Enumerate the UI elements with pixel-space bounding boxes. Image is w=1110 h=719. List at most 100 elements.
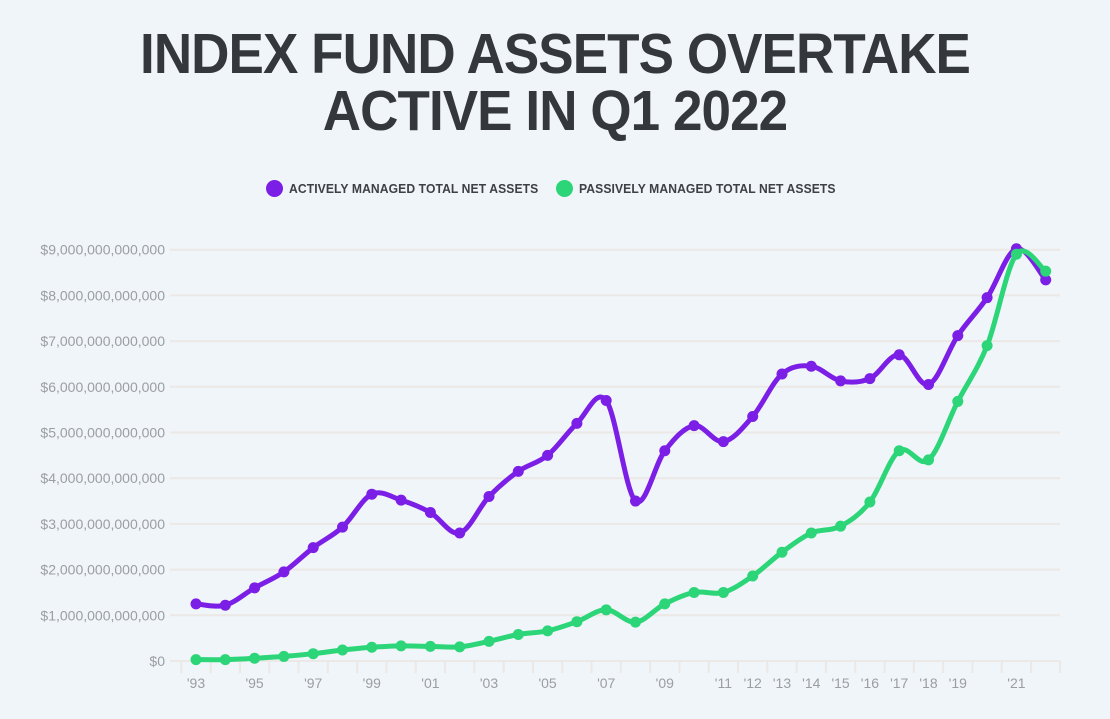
passive-series-point — [190, 654, 202, 666]
active-series-point — [249, 582, 261, 594]
x-axis-tick-label: '99 — [363, 675, 381, 691]
x-axis-tick-label: '18 — [919, 675, 937, 691]
passive-series-point — [747, 570, 759, 582]
active-series-point — [483, 490, 495, 502]
y-axis-tick-label: $1,000,000,000,000 — [40, 607, 165, 623]
y-axis-tick-label: $6,000,000,000,000 — [40, 379, 165, 395]
active-series-point — [659, 445, 671, 457]
passive-series-point — [805, 527, 817, 539]
active-series-point — [835, 375, 847, 387]
passive-series-point — [395, 640, 407, 652]
active-series-line — [193, 246, 1049, 609]
passive-series-point — [542, 625, 554, 637]
active-series-point — [512, 465, 524, 477]
x-axis-tick-label: '07 — [597, 675, 615, 691]
active-series-point — [278, 566, 290, 578]
active-series-point — [776, 368, 788, 380]
passive-series-point — [600, 604, 612, 616]
passive-series-point — [688, 586, 700, 598]
passive-series-point — [219, 654, 231, 666]
legend-item-passive: PASSIVELY MANAGED TOTAL NET ASSETS — [556, 180, 844, 197]
y-axis-tick-label: $9,000,000,000,000 — [40, 242, 165, 258]
passive-series-dot-icon — [556, 180, 574, 197]
passive-series-point — [630, 616, 641, 628]
active-series-point — [307, 542, 319, 554]
passive-series-point — [512, 628, 524, 640]
passive-series-point — [307, 648, 319, 660]
active-series-point — [1040, 274, 1052, 286]
x-axis-tick-label: '13 — [773, 675, 791, 691]
active-series-point — [864, 373, 876, 385]
x-axis-tick-label: '97 — [304, 675, 322, 691]
x-axis-tick-label: '14 — [802, 675, 820, 691]
y-axis-tick-label: $5,000,000,000,000 — [40, 425, 165, 441]
y-axis-tick-label: $2,000,000,000,000 — [40, 562, 165, 578]
legend-item-active: ACTIVELY MANAGED TOTAL NET ASSETS — [266, 180, 546, 197]
active-series-point — [981, 292, 993, 304]
legend-label-passive: PASSIVELY MANAGED TOTAL NET ASSETS — [579, 181, 836, 196]
active-series-point — [219, 599, 231, 611]
x-axis-tick-label: '05 — [538, 675, 556, 691]
active-series-point — [454, 527, 466, 539]
active-series-point — [337, 521, 348, 533]
x-axis-tick-label: '12 — [744, 675, 762, 691]
passive-series-point — [659, 598, 671, 610]
y-axis-tick-label: $8,000,000,000,000 — [40, 287, 165, 303]
active-series-point — [424, 506, 436, 518]
active-series-point — [952, 330, 964, 342]
active-series-point — [747, 411, 759, 423]
x-axis-tick-label: '03 — [480, 675, 498, 691]
title-line-1: INDEX FUND ASSETS OVERTAKE — [140, 22, 971, 86]
active-series-point — [366, 488, 378, 500]
passive-series-point — [717, 586, 729, 598]
active-series-point — [717, 436, 729, 448]
legend-label-active: ACTIVELY MANAGED TOTAL NET ASSETS — [289, 181, 539, 196]
passive-series-point — [337, 644, 348, 656]
passive-series-point — [366, 641, 378, 653]
active-series-point — [600, 395, 612, 407]
x-axis-tick-label: '21 — [1007, 675, 1025, 691]
x-axis-tick-label: '09 — [656, 675, 674, 691]
active-series-dot-icon — [266, 180, 284, 197]
active-series-point — [190, 598, 202, 610]
active-series-point — [542, 449, 554, 461]
x-axis-tick-label: '01 — [421, 675, 439, 691]
passive-series-point — [483, 635, 495, 647]
passive-series-point — [278, 650, 290, 662]
y-axis-tick-label: $0 — [149, 653, 165, 669]
active-series-point — [688, 420, 700, 432]
active-series-point — [923, 379, 934, 391]
y-axis-tick-label: $4,000,000,000,000 — [40, 470, 165, 486]
x-axis-tick-label: '93 — [187, 675, 205, 691]
passive-series-point — [249, 652, 261, 664]
passive-series-point — [923, 454, 934, 466]
legend: ACTIVELY MANAGED TOTAL NET ASSETS PASSIV… — [0, 180, 1110, 197]
passive-series-point — [424, 640, 436, 652]
active-series-point — [893, 349, 905, 361]
passive-series-point — [981, 340, 993, 352]
passive-series-point — [893, 445, 905, 457]
passive-series-point — [1010, 248, 1022, 260]
passive-series-point — [776, 546, 788, 558]
passive-series-point — [835, 520, 847, 532]
passive-series-point — [864, 496, 876, 508]
active-series-point — [395, 494, 407, 506]
page-title: INDEX FUND ASSETS OVERTAKE ACTIVE IN Q1 … — [39, 26, 1071, 140]
active-series-point — [630, 495, 641, 507]
x-axis-tick-label: '11 — [715, 675, 732, 691]
y-axis-tick-label: $7,000,000,000,000 — [40, 333, 165, 349]
x-axis-tick-label: '19 — [949, 675, 967, 691]
passive-series-point — [952, 395, 964, 407]
passive-series-point — [1040, 265, 1052, 277]
x-axis-tick-label: '17 — [890, 675, 908, 691]
active-series-point — [805, 360, 817, 372]
x-axis-tick-label: '15 — [831, 675, 849, 691]
passive-series-point — [571, 616, 583, 628]
x-axis-tick-label: '16 — [861, 675, 879, 691]
line-chart: $0 $1,000,000,000,000 $2,000,000,000,000 $3… — [40, 242, 1061, 691]
active-series-point — [571, 417, 583, 429]
title-line-2: ACTIVE IN Q1 2022 — [322, 79, 788, 143]
x-axis-tick-label: '95 — [245, 675, 263, 691]
y-axis-tick-label: $3,000,000,000,000 — [40, 516, 165, 532]
passive-series-point — [454, 641, 466, 653]
